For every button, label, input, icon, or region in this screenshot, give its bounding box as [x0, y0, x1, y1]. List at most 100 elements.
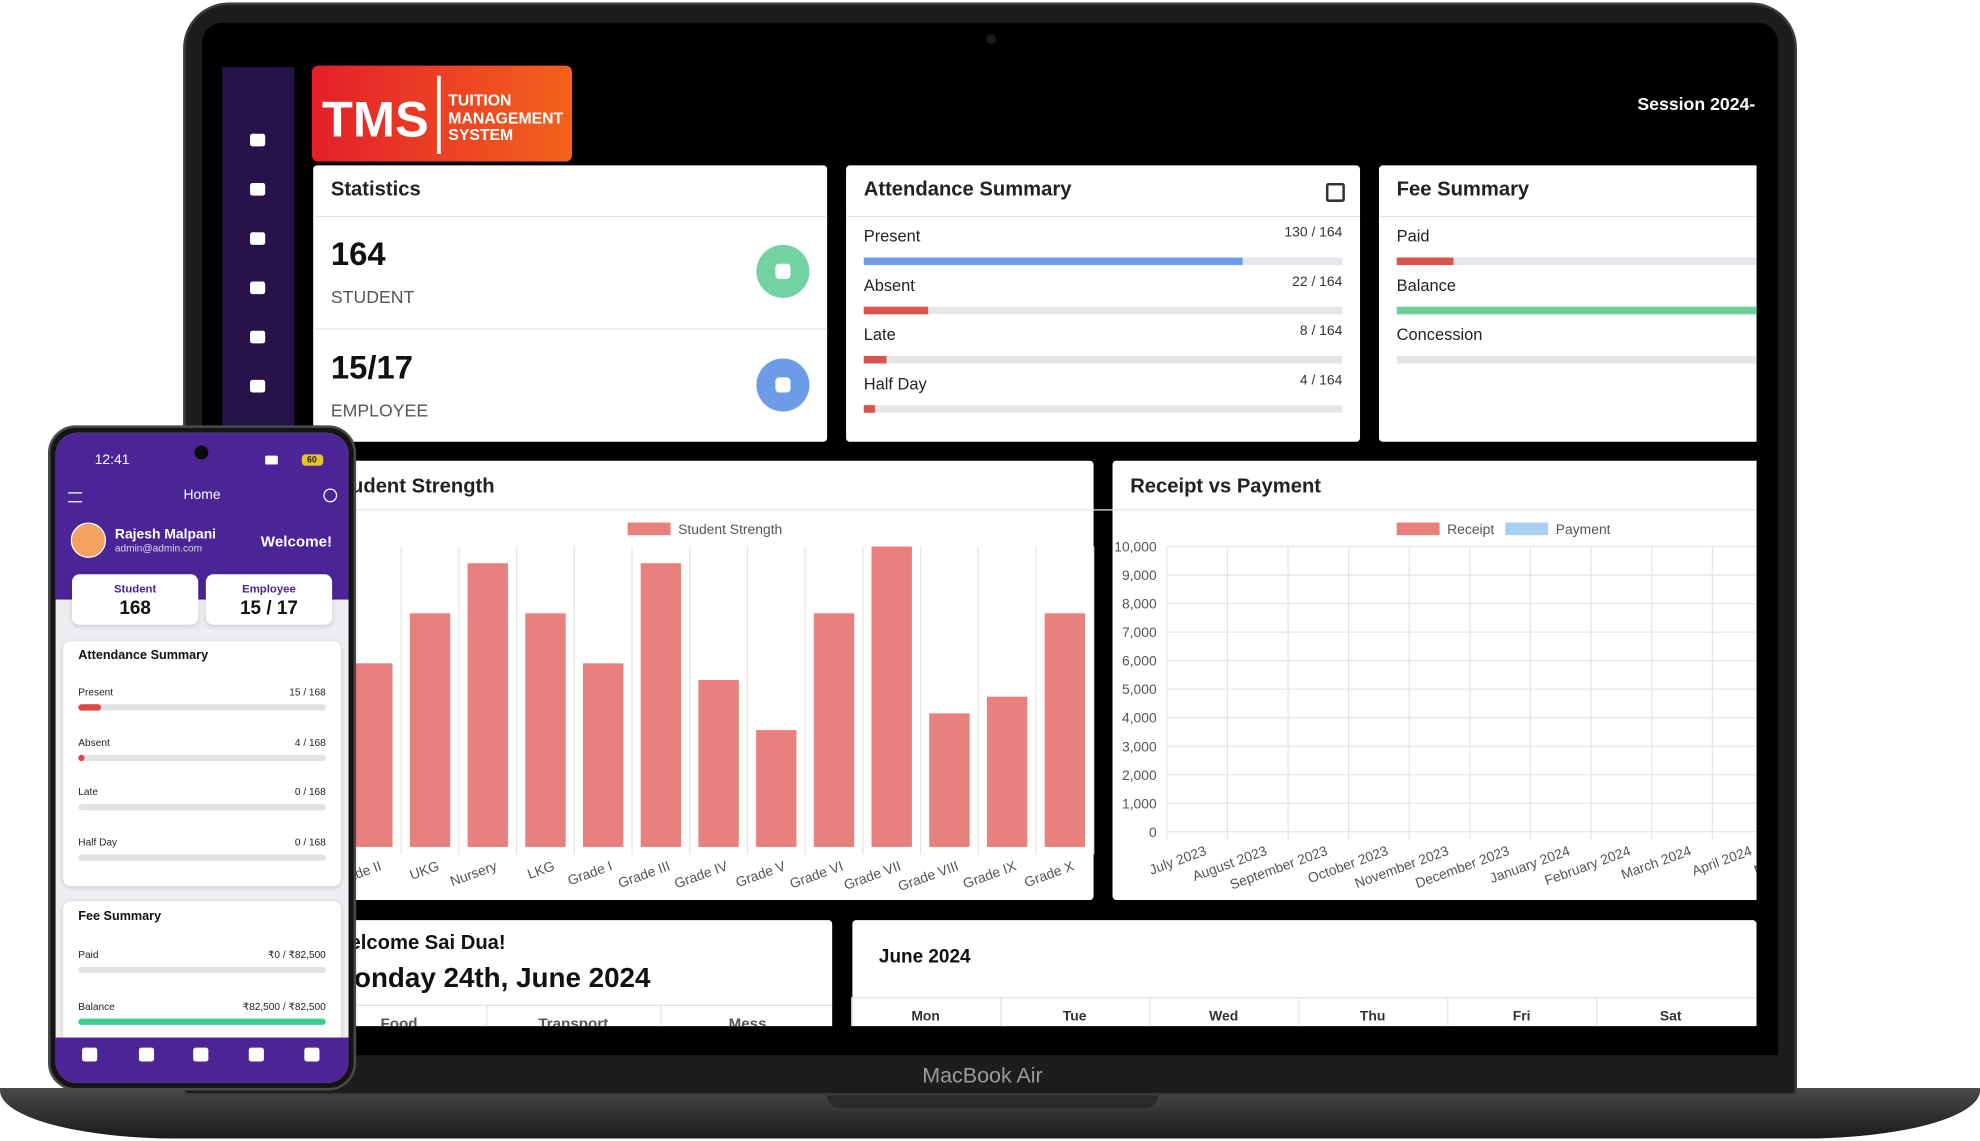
battery-icon [301, 454, 324, 466]
tab[interactable]: Mess [728, 1014, 767, 1027]
x-tick-label: May 2024 [1752, 842, 1757, 878]
legend-swatch [1505, 522, 1549, 536]
card-title: Statistics [330, 179, 421, 201]
attendance-label: Late [863, 325, 896, 344]
logo-mark: TMS [322, 92, 429, 148]
fee-label: Paid [1396, 226, 1430, 246]
sidebar-icon[interactable] [250, 133, 266, 147]
menu-icon[interactable] [68, 492, 83, 503]
sidebar-icon[interactable] [250, 232, 266, 245]
progress-track [78, 966, 326, 974]
tab-divider [660, 1004, 662, 1027]
y-tick-label: 4,000 [1122, 710, 1157, 726]
y-tick-label: 6,000 [1122, 653, 1157, 669]
bar [756, 730, 797, 847]
sidebar-icon[interactable] [250, 379, 266, 393]
card-title: Fee Summary [1396, 179, 1530, 201]
weekday: Fri [1512, 1009, 1531, 1025]
col-divider [1596, 997, 1598, 1027]
bar [986, 696, 1028, 847]
progress-bar [863, 257, 1244, 266]
logo-text: MANAGEMENT [448, 108, 564, 127]
progress-track [1396, 257, 1757, 266]
fee-label: Balance [1396, 275, 1456, 295]
fee-card: Fee Summary Paid Balance Concession [1378, 165, 1757, 442]
greeting: Welcome Sai Dua! [330, 932, 506, 955]
y-tick-label: 8,000 [1122, 596, 1157, 612]
attendance-label: Late [78, 786, 98, 798]
x-tick-label: LKG [525, 857, 557, 882]
attendance-label: Half Day [78, 836, 118, 848]
legend-label: Student Strength [678, 521, 782, 537]
attendance-card: Attendance Summary Present 130 / 164 Absent… [846, 165, 1361, 442]
avatar [70, 522, 107, 558]
logo-text: SYSTEM [448, 125, 514, 144]
phone-camera [194, 445, 209, 460]
session[interactable]: Session 2024- [1637, 93, 1756, 114]
bar [813, 613, 855, 847]
welcome-card: Welcome Sai Dua! Monday 24th, June 2024 Fo… [313, 920, 833, 1027]
power-icon[interactable] [323, 488, 338, 503]
phone-title: Home [183, 487, 221, 503]
bar [352, 663, 393, 847]
stat-value: 168 [119, 597, 151, 620]
bar [409, 613, 451, 847]
progress-bar [78, 704, 101, 711]
col-divider [851, 997, 853, 1027]
greeting: Welcome! [260, 532, 333, 551]
progress-track [863, 355, 1343, 364]
fee-label: Balance [78, 1000, 115, 1013]
attendance-label: Half Day [863, 374, 927, 394]
nav-icon[interactable] [82, 1047, 98, 1062]
x-tick-label: April 2024 [1690, 842, 1754, 878]
attendance-count: 0 / 168 [294, 786, 326, 798]
tab-divider [486, 1004, 488, 1027]
attendance-label: Present [863, 226, 921, 246]
stat-label: Employee [242, 582, 296, 596]
progress-track [78, 853, 326, 861]
card-title: Attendance Summary [78, 648, 209, 663]
stat-card [205, 574, 333, 625]
stat-value: 164 [330, 234, 386, 273]
divider [313, 215, 828, 218]
stat-card [71, 574, 199, 625]
stat-label: EMPLOYEE [330, 400, 429, 421]
y-tick-label: 7,000 [1122, 624, 1157, 640]
logo[interactable] [311, 65, 573, 162]
fee-label: Paid [78, 949, 99, 961]
chart-title: Receipt vs Payment [1130, 475, 1321, 497]
bar [467, 563, 508, 847]
bar [582, 663, 624, 847]
progress-bar [78, 1018, 326, 1025]
nav-icon[interactable] [304, 1047, 320, 1062]
x-tick-label: Nursery [448, 857, 499, 889]
divider [1378, 215, 1757, 218]
logo-text: TUITION [448, 91, 512, 110]
tab[interactable]: Food [380, 1014, 418, 1027]
status-time: 12:41 [94, 452, 130, 468]
attendance-count: 8 / 164 [1299, 323, 1343, 339]
tab[interactable]: Transport [538, 1014, 609, 1027]
legend-label: Receipt [1447, 521, 1494, 537]
sidebar-icon[interactable] [250, 281, 266, 295]
attendance-card [63, 641, 341, 887]
y-tick-label: 5,000 [1122, 681, 1157, 697]
phone-header [55, 432, 349, 600]
sidebar-icon[interactable] [250, 183, 266, 196]
battery-level: 60 [306, 456, 317, 466]
progress-track [78, 704, 326, 711]
nav-icon[interactable] [248, 1047, 264, 1062]
stat-value: 15/17 [330, 348, 414, 387]
divider [852, 997, 1757, 999]
sidebar-icon[interactable] [250, 330, 266, 344]
nav-icon[interactable] [193, 1047, 209, 1062]
progress-bar [863, 405, 876, 413]
external-link-icon[interactable] [1325, 183, 1345, 202]
attendance-count: 130 / 164 [1284, 225, 1343, 241]
nav-icon[interactable] [138, 1047, 155, 1062]
x-tick-label: Grade VII [842, 857, 903, 892]
stat-icon-glyph [775, 377, 791, 393]
